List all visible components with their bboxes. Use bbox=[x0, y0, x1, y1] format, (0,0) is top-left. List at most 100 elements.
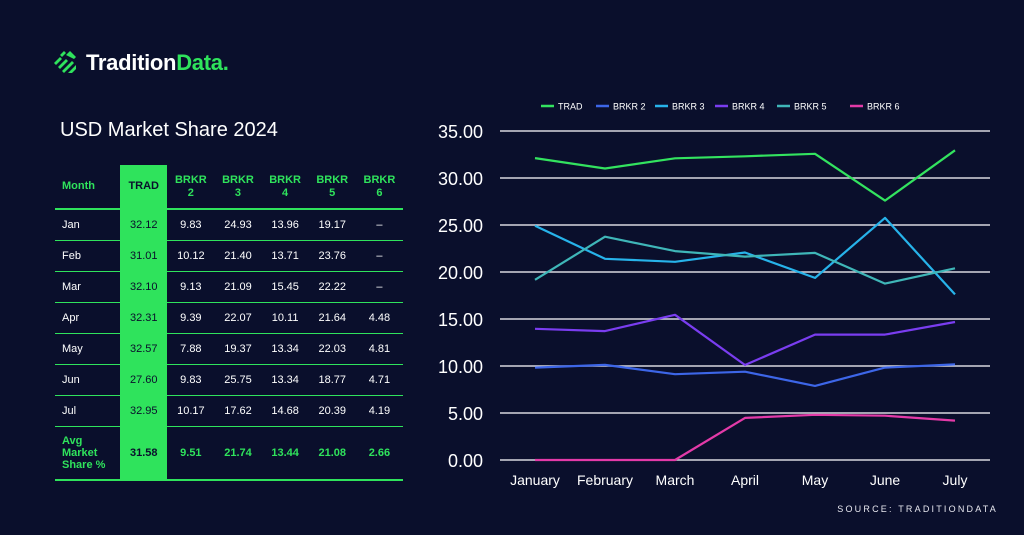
value-cell: 13.71 bbox=[261, 240, 309, 272]
value-cell: 32.31 bbox=[120, 302, 168, 334]
value-cell: 9.39 bbox=[167, 302, 215, 334]
x-axis-labels: January February March April May June July bbox=[510, 472, 967, 488]
value-cell: 7.88 bbox=[167, 333, 215, 365]
tradition-logo-icon bbox=[54, 51, 76, 73]
y-tick-label: 25.00 bbox=[438, 216, 483, 236]
table-row: Apr 32.31 9.39 22.07 10.11 21.64 4.48 bbox=[55, 302, 403, 334]
source-note: SOURCE: TRADITIONDATA bbox=[837, 504, 998, 514]
table-row: Jan 32.12 9.83 24.93 13.96 19.17– bbox=[55, 209, 403, 241]
value-cell: 21.09 bbox=[214, 271, 262, 303]
value-cell: 32.95 bbox=[120, 395, 168, 427]
column-header-brkr-3: BRKR 3 bbox=[214, 165, 262, 210]
value-cell: 13.96 bbox=[261, 209, 309, 241]
value-cell: 4.19 bbox=[355, 395, 403, 427]
value-cell: 27.60 bbox=[120, 364, 168, 396]
chart-legend: TRAD BRKR 2 BRKR 3 BRKR 4 BRKR 5 BRKR 6 bbox=[541, 102, 900, 112]
x-tick-label: March bbox=[656, 472, 695, 488]
x-tick-label: June bbox=[870, 472, 901, 488]
month-cell: May bbox=[55, 333, 121, 365]
legend-label: BRKR 6 bbox=[867, 102, 900, 112]
table-row: Feb 31.01 10.12 21.40 13.71 23.76– bbox=[55, 240, 403, 272]
y-tick-label: 20.00 bbox=[438, 263, 483, 283]
value-cell: – bbox=[355, 209, 403, 241]
chart-grid bbox=[500, 130, 990, 461]
table-header-row: Month TRAD BRKR 2 BRKR 3 BRKR 4 BRKR 5 BRKR 6 bbox=[55, 165, 403, 210]
y-tick-label: 15.00 bbox=[438, 310, 483, 330]
value-cell: 21.40 bbox=[214, 240, 262, 272]
value-cell: 15.45 bbox=[261, 271, 309, 303]
value-cell: 24.93 bbox=[214, 209, 262, 241]
table-body: Jan 32.12 9.83 24.93 13.96 19.17– Feb 31.01 10.1… bbox=[55, 209, 403, 427]
brand-logo: TraditionData. bbox=[52, 50, 229, 76]
value-cell: 31.01 bbox=[120, 240, 168, 272]
legend-label: BRKR 4 bbox=[732, 102, 765, 112]
value-cell: 9.83 bbox=[167, 209, 215, 241]
market-share-table: Month TRAD BRKR 2 BRKR 3 BRKR 4 BRKR 5 BRKR 6 Jan 32… bbox=[55, 165, 403, 481]
avg-label-cell: Avg Market Share % bbox=[55, 426, 121, 481]
column-header-brkr-4: BRKR 4 bbox=[261, 165, 309, 210]
value-cell: 32.12 bbox=[120, 209, 168, 241]
y-tick-label: 35.00 bbox=[438, 122, 483, 142]
value-cell: 10.17 bbox=[167, 395, 215, 427]
month-cell: Jan bbox=[55, 209, 121, 241]
value-cell: 4.48 bbox=[355, 302, 403, 334]
x-tick-label: April bbox=[731, 472, 759, 488]
column-header-brkr-2: BRKR 2 bbox=[167, 165, 215, 210]
value-cell: 22.03 bbox=[308, 333, 356, 365]
table-row: May 32.57 7.88 19.37 13.34 22.03 4.81 bbox=[55, 333, 403, 365]
x-tick-label: January bbox=[510, 472, 560, 488]
x-tick-label: May bbox=[802, 472, 828, 488]
table-row: Jul 32.95 10.17 17.62 14.68 20.39 4.19 bbox=[55, 395, 403, 427]
y-axis-labels: 0.00 5.00 10.00 15.00 20.00 25.00 30.00 35.00 bbox=[438, 122, 483, 471]
avg-value-cell: 13.44 bbox=[261, 426, 309, 481]
x-tick-label: February bbox=[577, 472, 633, 488]
brand-name-part2: Data. bbox=[176, 50, 229, 75]
value-cell: 32.10 bbox=[120, 271, 168, 303]
value-cell: 10.12 bbox=[167, 240, 215, 272]
value-cell: 19.17 bbox=[308, 209, 356, 241]
legend-label: BRKR 2 bbox=[613, 102, 646, 112]
series-line-brkr-6 bbox=[535, 413, 956, 462]
value-cell: 19.37 bbox=[214, 333, 262, 365]
series-line-trad bbox=[534, 149, 956, 202]
column-header-brkr-6: BRKR 6 bbox=[355, 165, 403, 210]
avg-value-cell: 21.74 bbox=[214, 426, 262, 481]
month-cell: Mar bbox=[55, 271, 121, 303]
legend-label: BRKR 3 bbox=[672, 102, 705, 112]
value-cell: 13.34 bbox=[261, 364, 309, 396]
value-cell: 32.57 bbox=[120, 333, 168, 365]
value-cell: 13.34 bbox=[261, 333, 309, 365]
value-cell: 22.07 bbox=[214, 302, 262, 334]
column-header-brkr-5: BRKR 5 bbox=[308, 165, 356, 210]
series-line-brkr-4 bbox=[534, 313, 956, 367]
brand-name: TraditionData. bbox=[86, 50, 229, 76]
value-cell: 25.75 bbox=[214, 364, 262, 396]
value-cell: 4.81 bbox=[355, 333, 403, 365]
value-cell: 9.13 bbox=[167, 271, 215, 303]
brand-name-part1: Tradition bbox=[86, 50, 177, 75]
y-tick-label: 10.00 bbox=[438, 357, 483, 377]
legend-label: BRKR 5 bbox=[794, 102, 827, 112]
value-cell: 17.62 bbox=[214, 395, 262, 427]
value-cell: – bbox=[355, 271, 403, 303]
column-header-month: Month bbox=[55, 165, 121, 210]
series-line-brkr-5 bbox=[534, 235, 956, 285]
month-cell: Feb bbox=[55, 240, 121, 272]
value-cell: 22.22 bbox=[308, 271, 356, 303]
avg-value-cell: 21.08 bbox=[308, 426, 356, 481]
month-cell: Apr bbox=[55, 302, 121, 334]
x-tick-label: July bbox=[943, 472, 968, 488]
value-cell: 23.76 bbox=[308, 240, 356, 272]
value-cell: 14.68 bbox=[261, 395, 309, 427]
series-line-brkr-3 bbox=[534, 216, 956, 296]
value-cell: – bbox=[355, 240, 403, 272]
month-cell: Jul bbox=[55, 395, 121, 427]
value-cell: 4.71 bbox=[355, 364, 403, 396]
series-line-brkr-2 bbox=[534, 363, 956, 387]
chart-series bbox=[534, 149, 956, 462]
avg-value-cell: 9.51 bbox=[167, 426, 215, 481]
avg-value-cell: 31.58 bbox=[120, 426, 168, 481]
y-tick-label: 30.00 bbox=[438, 169, 483, 189]
value-cell: 9.83 bbox=[167, 364, 215, 396]
